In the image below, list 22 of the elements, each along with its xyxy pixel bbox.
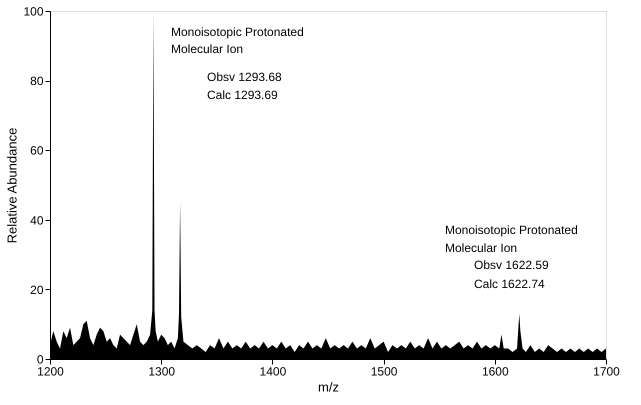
y-tick-label: 20 (30, 282, 44, 297)
y-tick-label: 80 (30, 74, 44, 88)
y-tick-label: 40 (30, 213, 44, 228)
annotation: Molecular Ion (171, 42, 244, 56)
x-axis-title: m/z (318, 380, 339, 394)
annotation: Obsv 1293.68 (207, 70, 282, 84)
x-tick-label: 1700 (593, 364, 620, 378)
y-tick-label: 60 (30, 144, 44, 158)
annotation: Monoisotopic Protonated (445, 223, 578, 237)
annotation: Molecular Ion (445, 241, 518, 255)
y-axis-title: Relative Abundance (4, 128, 20, 244)
annotation: Calc 1293.69 (207, 88, 278, 102)
annotation: Calc 1622.74 (474, 277, 546, 291)
annotation: Obsv 1622.59 (474, 258, 550, 272)
y-tick-label: 100 (23, 4, 44, 18)
x-tick-label: 1200 (37, 364, 64, 378)
x-tick-label: 1300 (148, 364, 176, 378)
x-tick-label: 1600 (482, 364, 509, 378)
annotation: Monoisotopic Protonated (171, 25, 304, 39)
y-tick-label: 0 (36, 352, 44, 366)
x-tick-label: 1500 (370, 364, 398, 378)
x-tick-label: 1400 (260, 364, 287, 378)
